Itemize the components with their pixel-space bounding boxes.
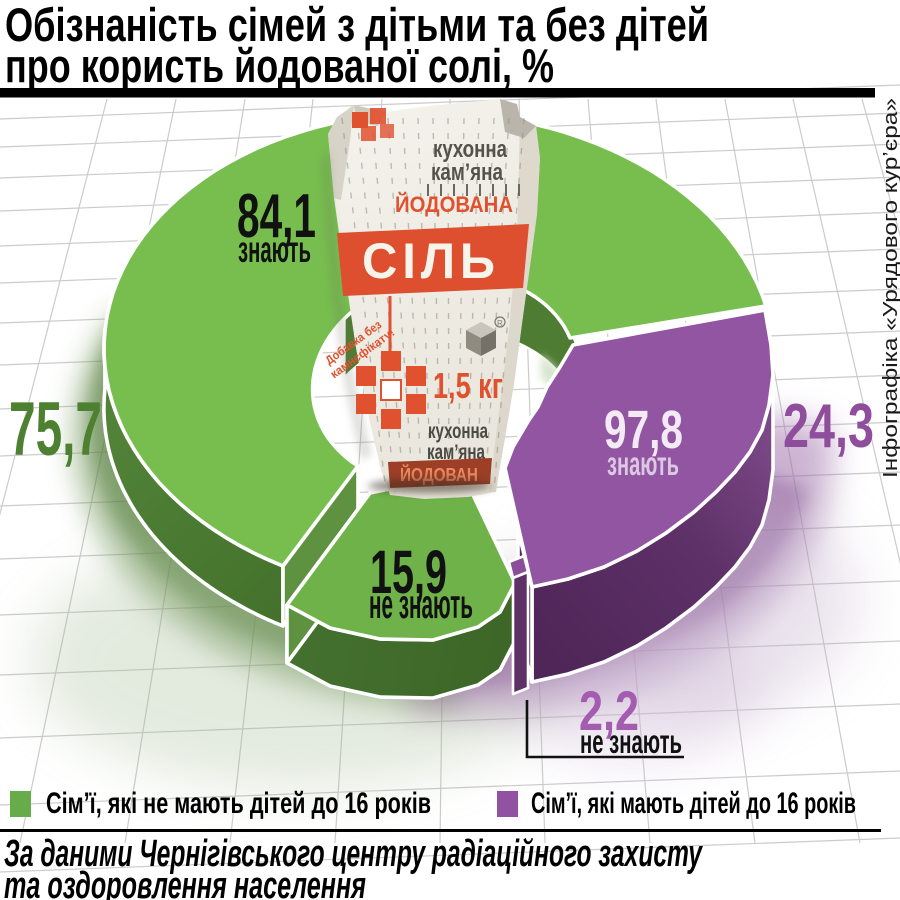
svg-text:СІЛЬ: СІЛЬ: [362, 233, 500, 289]
svg-text:75,7: 75,7: [9, 387, 102, 472]
svg-text:знають: знають: [607, 445, 679, 482]
svg-text:кухонна: кухонна: [433, 136, 508, 163]
svg-text:Інфографіка «Урядового кур’єра: Інфографіка «Урядового кур’єра»: [880, 98, 900, 478]
svg-text:кам’яна: кам’яна: [427, 441, 485, 464]
svg-text:про користь йодованої солі, %: про користь йодованої солі, %: [5, 39, 554, 92]
svg-text:15,9: 15,9: [370, 538, 447, 606]
svg-text:кам’яна: кам’яна: [431, 159, 504, 186]
svg-text:97,8: 97,8: [604, 400, 683, 460]
svg-text:24,3: 24,3: [783, 392, 874, 461]
svg-text:кухонна: кухонна: [428, 420, 488, 443]
svg-text:1,5 кг: 1,5 кг: [433, 365, 503, 406]
svg-text:R: R: [497, 319, 503, 328]
svg-text:не знають: не знають: [369, 581, 473, 627]
svg-text:та оздоровлення населення: та оздоровлення населення: [4, 865, 366, 900]
svg-text:знають: знають: [238, 229, 311, 270]
svg-text:Обізнаність сімей з дітьми та: Обізнаність сімей з дітьми та без дітей: [5, 0, 709, 51]
svg-text:не знають: не знають: [580, 723, 682, 760]
svg-text:2,2: 2,2: [579, 679, 639, 742]
svg-text:За даними Чернігівського центр: За даними Чернігівського центру радіацій…: [4, 833, 703, 875]
svg-text:Сім’ї, які мають дітей до 16 р: Сім’ї, які мають дітей до 16 років: [531, 787, 856, 820]
svg-text:ЙОДОВАНА: ЙОДОВАНА: [395, 192, 513, 217]
svg-text:84,1: 84,1: [237, 182, 316, 251]
svg-text:Сім’ї, які не мають дітей до 1: Сім’ї, які не мають дітей до 16 років: [46, 787, 431, 820]
